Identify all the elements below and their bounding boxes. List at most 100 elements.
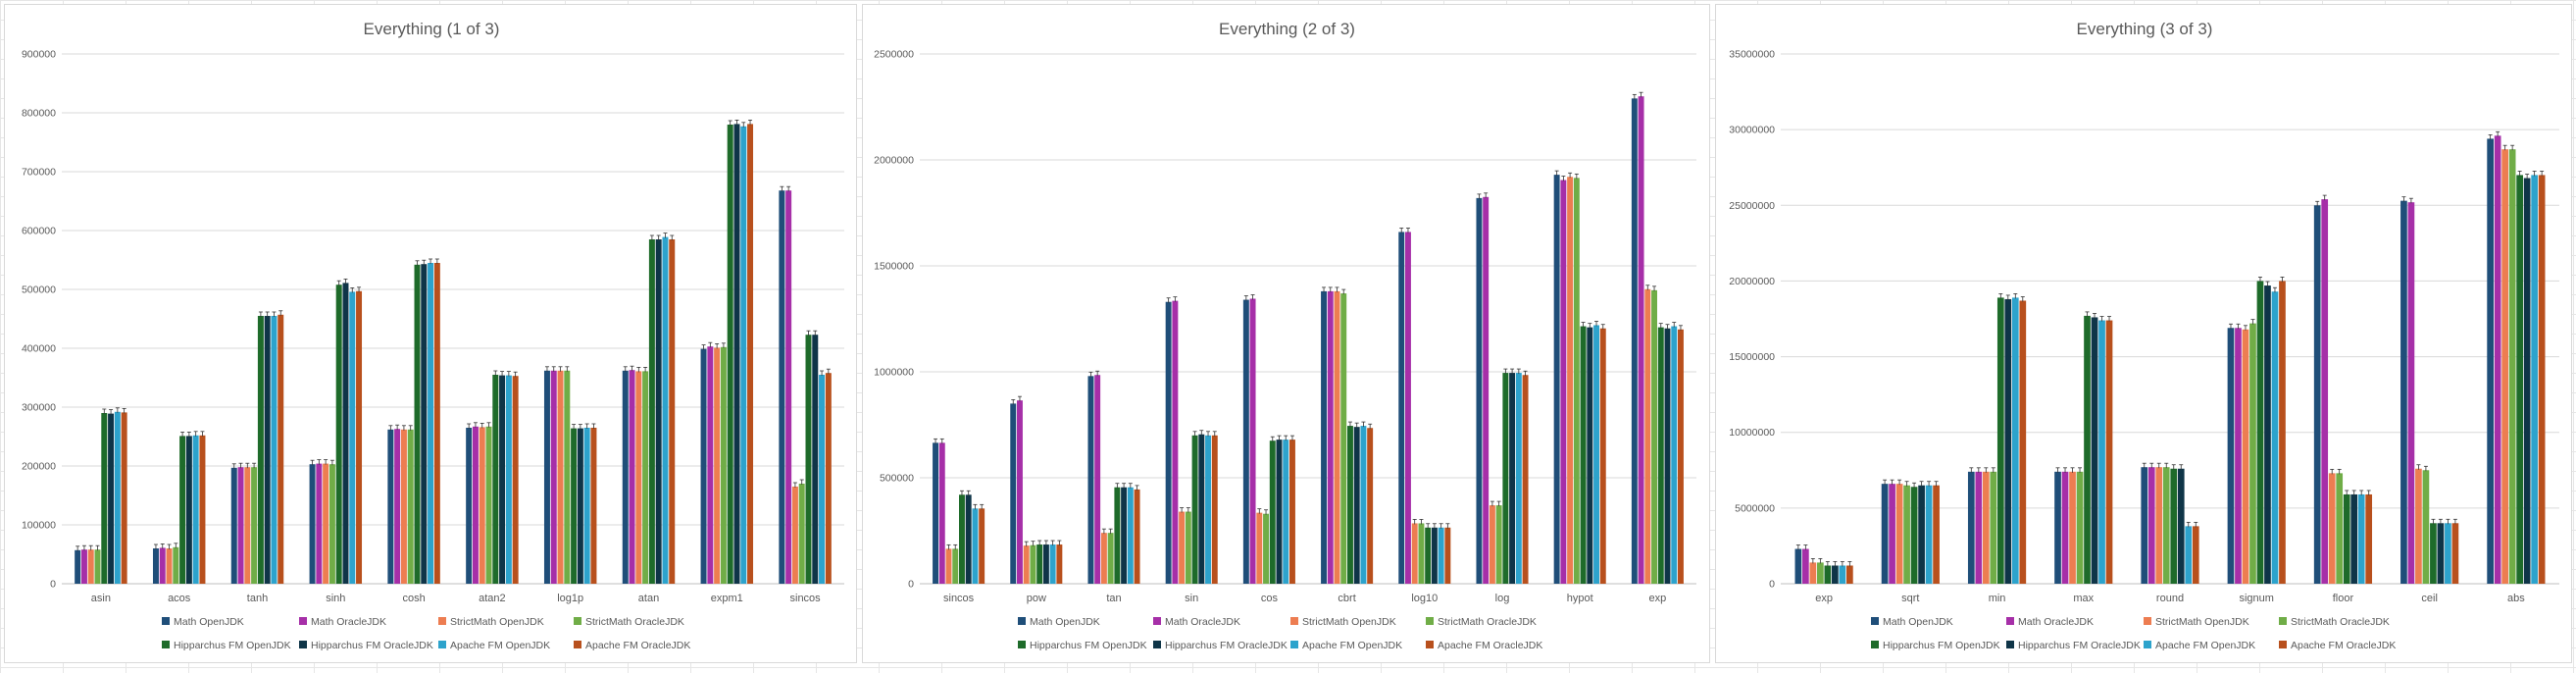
bar-atan2-strictmath-oraclejdk <box>485 426 492 584</box>
legend-swatch-math-oraclejdk <box>2006 617 2014 625</box>
bar-round-apache-fm-oraclejdk <box>2192 526 2199 584</box>
bar-abs-hipparchus-fm-openjdk <box>2516 175 2523 584</box>
legend-label-math-openjdk: Math OpenJDK <box>1030 616 1100 628</box>
bar-sqrt-apache-fm-oraclejdk <box>1933 485 1940 584</box>
bar-sinh-math-oraclejdk <box>316 463 323 584</box>
bar-log10-math-openjdk <box>1398 232 1405 584</box>
bar-hypot-strictmath-oraclejdk <box>1573 178 1580 585</box>
x-tick-label-exp: exp <box>1815 593 1833 604</box>
bar-pow-strictmath-openjdk <box>1023 545 1030 584</box>
bar-log-math-oraclejdk <box>1483 196 1490 585</box>
y-tick-label: 5000000 <box>1735 502 1775 514</box>
bar-atan-hipparchus-fm-openjdk <box>648 239 655 584</box>
bar-sin-hipparchus-fm-openjdk <box>1191 435 1198 584</box>
legend-label-apache-fm-openjdk: Apache FM OpenJDK <box>1302 640 1402 651</box>
bar-cos-hipparchus-fm-oraclejdk <box>1276 440 1283 584</box>
bar-log1p-strictmath-oraclejdk <box>564 370 571 584</box>
bar-cbrt-apache-fm-openjdk <box>1360 426 1367 584</box>
bar-sincos-math-openjdk <box>933 442 939 584</box>
bar-asin-hipparchus-fm-oraclejdk <box>108 413 115 584</box>
chart-panel-3: Everything (3 of 3) 0 5000000 10000000 15000… <box>1715 4 2572 663</box>
bar-log10-strictmath-openjdk <box>1411 523 1418 584</box>
bar-sincos-apache-fm-oraclejdk <box>979 508 985 584</box>
bar-log10-hipparchus-fm-openjdk <box>1425 527 1432 584</box>
bar-max-hipparchus-fm-oraclejdk <box>2091 317 2098 584</box>
legend-label-strictmath-oraclejdk: StrictMath OracleJDK <box>585 616 684 628</box>
x-tick-label-log10: log10 <box>1411 593 1438 604</box>
bar-sinh-apache-fm-oraclejdk <box>356 290 363 584</box>
bar-pow-math-openjdk <box>1010 403 1017 584</box>
bar-sin-apache-fm-openjdk <box>1205 435 1211 584</box>
bar-cbrt-strictmath-oraclejdk <box>1340 293 1347 584</box>
bar-log10-apache-fm-openjdk <box>1438 527 1444 584</box>
y-tick-label: 1000000 <box>874 367 914 379</box>
bar-pow-apache-fm-openjdk <box>1049 544 1056 584</box>
bar-log1p-hipparchus-fm-oraclejdk <box>577 428 583 584</box>
x-tick-label-max: max <box>2073 593 2094 604</box>
bar-pow-hipparchus-fm-oraclejdk <box>1042 544 1049 584</box>
bar-floor-apache-fm-openjdk <box>2357 493 2365 584</box>
bar-sincos-hipparchus-fm-openjdk <box>959 494 965 584</box>
bar-signum-strictmath-openjdk <box>2242 329 2249 584</box>
legend-swatch-hipparchus-fm-openjdk <box>162 641 170 648</box>
y-tick-label: 25000000 <box>1729 200 1775 212</box>
bar-sincos-strictmath-oraclejdk <box>798 484 805 584</box>
bar-tanh-math-openjdk <box>230 467 237 584</box>
y-tick-label: 20000000 <box>1729 276 1775 287</box>
bar-log-hipparchus-fm-openjdk <box>1502 373 1509 584</box>
bar-expm1-hipparchus-fm-openjdk <box>727 125 733 584</box>
y-tick-label: 600000 <box>22 226 56 237</box>
bar-exp-hipparchus-fm-oraclejdk <box>1832 565 1839 584</box>
bar-ceil-hipparchus-fm-oraclejdk <box>2437 523 2445 584</box>
y-tick-label: 10000000 <box>1729 427 1775 439</box>
y-tick-label: 800000 <box>22 108 56 120</box>
bar-cbrt-apache-fm-oraclejdk <box>1367 428 1374 584</box>
legend-swatch-apache-fm-openjdk <box>2144 641 2151 648</box>
legend-label-hipparchus-fm-openjdk: Hipparchus FM OpenJDK <box>1883 640 2000 651</box>
bar-expm1-math-oraclejdk <box>707 346 714 584</box>
bar-cos-hipparchus-fm-openjdk <box>1269 440 1276 584</box>
bar-max-hipparchus-fm-openjdk <box>2084 315 2091 584</box>
x-tick-label-round: round <box>2156 593 2184 604</box>
bar-sincos-hipparchus-fm-oraclejdk <box>812 335 819 584</box>
bar-min-apache-fm-oraclejdk <box>2019 300 2027 584</box>
bar-round-math-oraclejdk <box>2147 467 2155 584</box>
bar-sincos-strictmath-oraclejdk <box>952 548 959 584</box>
bar-atan2-apache-fm-oraclejdk <box>512 376 519 584</box>
bar-tan-apache-fm-oraclejdk <box>1134 489 1140 584</box>
legend-label-apache-fm-oraclejdk: Apache FM OracleJDK <box>2291 640 2396 651</box>
bar-atan-apache-fm-oraclejdk <box>669 239 676 584</box>
legend-label-hipparchus-fm-openjdk: Hipparchus FM OpenJDK <box>174 640 291 651</box>
bar-atan2-hipparchus-fm-oraclejdk <box>499 375 506 584</box>
bar-exp-math-oraclejdk <box>1802 548 1809 584</box>
bar-atan-math-oraclejdk <box>629 370 635 584</box>
bar-log10-strictmath-oraclejdk <box>1418 523 1425 584</box>
bar-round-hipparchus-fm-openjdk <box>2170 468 2178 584</box>
bar-pow-hipparchus-fm-openjdk <box>1036 544 1043 584</box>
bar-acos-math-oraclejdk <box>159 547 166 584</box>
bar-asin-math-oraclejdk <box>80 549 87 584</box>
y-tick-label: 700000 <box>22 167 56 179</box>
bar-sqrt-math-openjdk <box>1881 484 1889 584</box>
legend-label-math-oraclejdk: Math OracleJDK <box>2018 616 2094 628</box>
bar-acos-hipparchus-fm-openjdk <box>179 436 186 584</box>
bar-abs-hipparchus-fm-oraclejdk <box>2523 178 2531 584</box>
bar-atan2-strictmath-openjdk <box>479 427 485 584</box>
bar-exp-apache-fm-openjdk <box>1671 326 1678 584</box>
legend-swatch-hipparchus-fm-oraclejdk <box>1153 641 1161 648</box>
bar-exp-hipparchus-fm-openjdk <box>1824 565 1832 584</box>
bar-abs-strictmath-oraclejdk <box>2508 149 2516 584</box>
chart-svg-3: Everything (3 of 3) 0 5000000 10000000 15000… <box>1729 20 2559 651</box>
bar-sincos-apache-fm-oraclejdk <box>825 373 832 584</box>
bar-acos-apache-fm-oraclejdk <box>199 435 206 584</box>
x-tick-label-ceil: ceil <box>2421 593 2438 604</box>
bar-expm1-apache-fm-openjdk <box>740 126 747 585</box>
bar-min-hipparchus-fm-openjdk <box>1996 297 2004 584</box>
bar-cbrt-math-openjdk <box>1321 290 1328 584</box>
x-tick-label-hypot: hypot <box>1567 593 1593 604</box>
bar-ceil-strictmath-openjdk <box>2415 468 2422 584</box>
bar-log-apache-fm-oraclejdk <box>1522 375 1529 584</box>
bar-acos-apache-fm-openjdk <box>192 435 199 584</box>
chart-title: Everything (2 of 3) <box>1219 20 1355 38</box>
bar-expm1-hipparchus-fm-oraclejdk <box>733 124 740 585</box>
